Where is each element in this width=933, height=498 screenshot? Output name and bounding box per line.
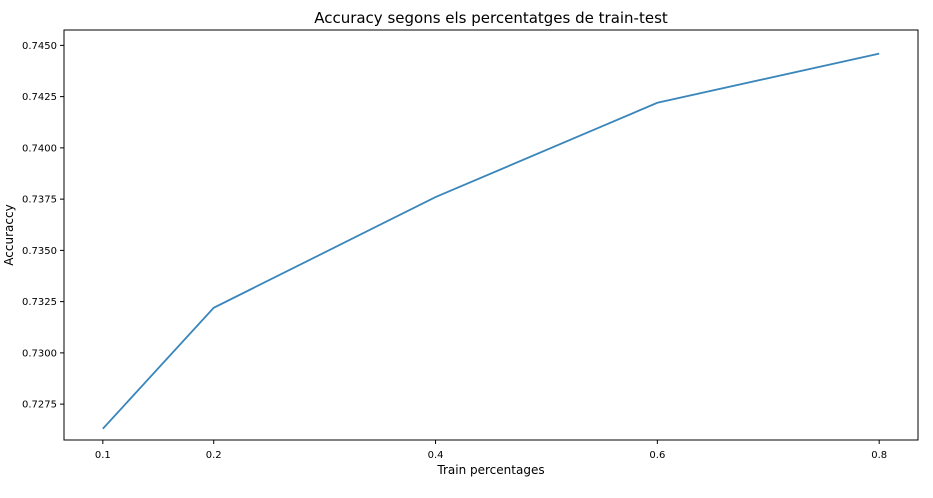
- x-tick-label: 0.6: [649, 450, 665, 461]
- x-tick-label: 0.1: [95, 450, 111, 461]
- y-tick-label: 0.7450: [22, 41, 57, 52]
- series-line: [102, 52, 880, 430]
- y-axis: 0.7275 0.7300 0.7325 0.7350 0.7375 0.7400 0.74…: [22, 41, 64, 411]
- y-tick-label: 0.7325: [22, 297, 57, 308]
- y-tick-label: 0.7350: [22, 246, 57, 257]
- x-tick-label: 0.4: [428, 450, 444, 461]
- y-tick-label: 0.7400: [22, 143, 57, 154]
- y-axis-label: Accuraccy: [2, 204, 16, 265]
- chart-title: Accuracy segons els percentatges de trai…: [314, 9, 668, 27]
- y-tick-label: 0.7425: [22, 92, 57, 103]
- x-tick-label: 0.2: [206, 450, 222, 461]
- y-tick-label: 0.7300: [22, 348, 57, 359]
- y-tick-label: 0.7275: [22, 400, 57, 411]
- x-axis-label: Train percentages: [436, 463, 544, 477]
- plot-area: [63, 29, 919, 441]
- x-axis: 0.1 0.2 0.4 0.6 0.8: [95, 440, 887, 461]
- y-tick-label: 0.7375: [22, 195, 57, 206]
- x-tick-label: 0.8: [871, 450, 887, 461]
